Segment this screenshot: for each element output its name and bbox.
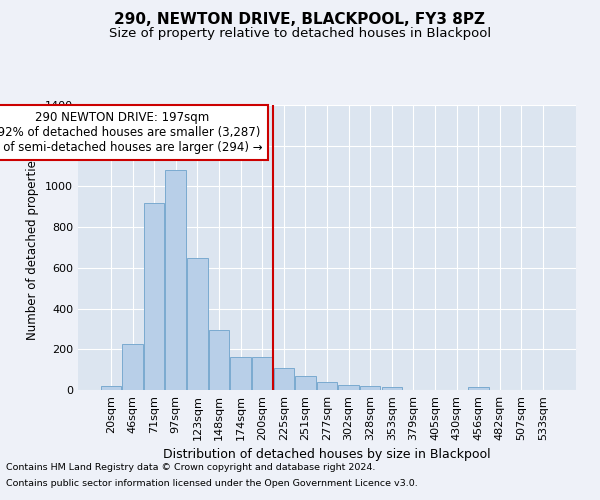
- Bar: [317, 382, 337, 390]
- Text: Size of property relative to detached houses in Blackpool: Size of property relative to detached ho…: [109, 28, 491, 40]
- Bar: [187, 258, 208, 390]
- Text: 290, NEWTON DRIVE, BLACKPOOL, FY3 8PZ: 290, NEWTON DRIVE, BLACKPOOL, FY3 8PZ: [115, 12, 485, 28]
- Bar: [252, 358, 272, 390]
- Text: 290 NEWTON DRIVE: 197sqm
← 92% of detached houses are smaller (3,287)
8% of semi: 290 NEWTON DRIVE: 197sqm ← 92% of detach…: [0, 111, 263, 154]
- Bar: [230, 358, 251, 390]
- Bar: [122, 344, 143, 390]
- Bar: [360, 386, 380, 390]
- Bar: [209, 330, 229, 390]
- Text: Contains HM Land Registry data © Crown copyright and database right 2024.: Contains HM Land Registry data © Crown c…: [6, 464, 376, 472]
- Bar: [382, 387, 402, 390]
- Bar: [338, 385, 359, 390]
- Bar: [274, 368, 294, 390]
- Bar: [295, 376, 316, 390]
- Y-axis label: Number of detached properties: Number of detached properties: [26, 154, 40, 340]
- Bar: [144, 202, 164, 390]
- X-axis label: Distribution of detached houses by size in Blackpool: Distribution of detached houses by size …: [163, 448, 491, 462]
- Bar: [468, 387, 488, 390]
- Bar: [166, 170, 186, 390]
- Bar: [101, 386, 121, 390]
- Text: Contains public sector information licensed under the Open Government Licence v3: Contains public sector information licen…: [6, 478, 418, 488]
